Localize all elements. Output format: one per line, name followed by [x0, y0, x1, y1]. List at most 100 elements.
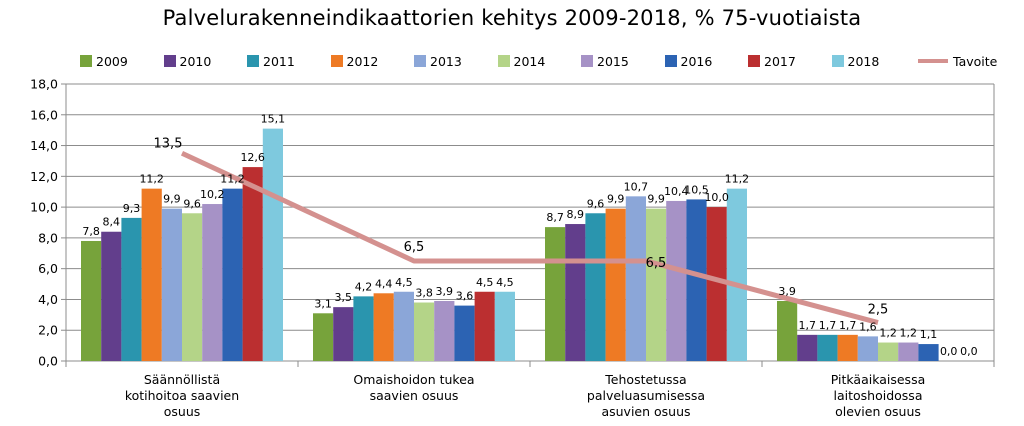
legend-item-2010: 2010: [163, 52, 212, 70]
bar-value-label: 4,5: [476, 276, 494, 289]
legend-label: 2016: [680, 53, 713, 69]
bar-value-label: 4,5: [496, 276, 514, 289]
bar-value-label: 3,6: [456, 290, 474, 303]
bar-2013: [161, 208, 182, 361]
bar-2015: [898, 342, 919, 361]
bar-2015: [434, 300, 455, 361]
bar-value-label: 9,6: [587, 197, 605, 210]
y-tick-label: 12,0: [30, 169, 58, 184]
category-label-line: Säännöllistä: [143, 372, 221, 387]
bar-value-label: 3,1: [314, 297, 332, 310]
bar-value-label: 9,9: [607, 193, 625, 206]
bar-2016: [222, 188, 243, 361]
category-label-line: laitoshoidossa: [833, 388, 923, 403]
bar-2011: [353, 296, 374, 361]
legend-item-2011: 2011: [247, 52, 295, 70]
bar-2015: [666, 200, 687, 361]
bar-2013: [625, 196, 646, 361]
chart-title: Palvelurakenneindikaattorien kehitys 200…: [162, 6, 862, 30]
bar-value-label: 10,5: [684, 183, 709, 196]
category-label-line: Tehostetussa: [605, 372, 687, 387]
bar-value-label: 11,2: [725, 173, 750, 186]
bar-2013: [393, 291, 414, 361]
category-label-line: asuvien osuus: [601, 404, 691, 419]
category-label-line: osuus: [163, 404, 201, 419]
bar-2016: [918, 344, 939, 361]
bar-value-label: 9,6: [183, 197, 201, 210]
y-tick-label: 8,0: [38, 230, 58, 245]
bar-value-label: 10,4: [664, 185, 689, 198]
category-label-line: palveluasumisessa: [586, 388, 706, 403]
bar-value-label: 1,7: [839, 319, 857, 332]
legend-label: 2018: [847, 53, 880, 69]
bar-value-label: 9,9: [647, 193, 665, 206]
legend-label: 2010: [179, 53, 212, 69]
legend-item-2015: 2015: [581, 52, 629, 70]
bar-value-label: 1,2: [900, 327, 918, 340]
legend-label: Tavoite: [953, 53, 998, 69]
bar-2009: [81, 240, 102, 361]
legend-swatch: [163, 55, 176, 67]
legend-label: 2017: [764, 53, 796, 69]
bar-2014: [646, 208, 667, 361]
bar-value-label: 9,9: [163, 193, 181, 206]
legend-swatch: [831, 55, 844, 67]
bar-value-label: 15,1: [261, 113, 286, 126]
legend-label: 2015: [597, 53, 629, 69]
legend-label: 2013: [430, 53, 462, 69]
y-tick-label: 16,0: [30, 107, 58, 122]
bar-value-label: 3,5: [335, 291, 353, 304]
legend-item-2017: 2017: [748, 52, 796, 70]
bar-2015: [202, 204, 223, 361]
y-tick-label: 4,0: [38, 292, 58, 307]
bar-2010: [565, 224, 586, 361]
legend-item-2014: 2014: [497, 52, 546, 70]
bar-value-label: 8,4: [103, 216, 121, 229]
bar-value-label: 1,7: [799, 319, 817, 332]
category-label-line: Omaishoidon tukea: [353, 372, 475, 387]
bar-value-label: 8,9: [567, 208, 585, 221]
legend-label: 2012: [346, 53, 379, 69]
bar-2018: [726, 188, 747, 361]
target-value-label: 13,5: [154, 136, 183, 151]
category-label-line: Pitkäaikaisessa: [830, 372, 926, 387]
bar-value-label: 0,0: [960, 345, 978, 358]
bar-2010: [797, 334, 818, 361]
bar-value-label: 10,7: [624, 180, 649, 193]
category-label-line: saavien osuus: [369, 388, 459, 403]
target-value-label: 6,5: [646, 256, 667, 271]
y-tick-label: 18,0: [30, 77, 58, 92]
bar-2009: [313, 313, 334, 361]
bar-value-label: 3,9: [436, 285, 454, 298]
category-label: Tehostetussa palveluasumisessa asuvien osu…: [530, 372, 762, 420]
bar-2016: [686, 199, 707, 361]
legend-swatch: [581, 55, 593, 67]
bar-value-label: 11,2: [139, 173, 164, 186]
bar-2017: [242, 167, 263, 361]
category-label: Omaishoidon tukea saavien osuus: [298, 372, 530, 404]
category-label: Pitkäaikaisessa laitoshoidossa olevien osu…: [762, 372, 994, 420]
target-line: [180, 150, 879, 325]
bar-2012: [141, 188, 162, 361]
bar-value-label: 1,1: [920, 328, 938, 341]
bar-value-label: 4,4: [375, 277, 393, 290]
bar-value-label: 7,8: [82, 225, 100, 238]
legend-line-swatch: [918, 59, 948, 63]
bar-value-label: 3,9: [778, 285, 796, 298]
legend-label: 2009: [96, 53, 128, 69]
bar-2012: [837, 334, 858, 361]
legend-item-2009: 2009: [80, 52, 128, 70]
legend-swatch: [748, 55, 760, 67]
legend-swatch: [414, 55, 426, 67]
legend-label: 2014: [513, 53, 546, 69]
legend-label: 2011: [263, 53, 295, 69]
bar-2011: [121, 217, 142, 361]
bar-2014: [182, 213, 203, 361]
legend-item-target: Tavoite: [918, 52, 997, 70]
legend-swatch: [330, 55, 343, 67]
legend-item-2018: 2018: [831, 52, 880, 70]
target-value-label: 6,5: [404, 240, 425, 255]
category-label-line: kotihoitoa saavien: [124, 388, 240, 403]
bar-value-label: 9,3: [123, 202, 141, 215]
